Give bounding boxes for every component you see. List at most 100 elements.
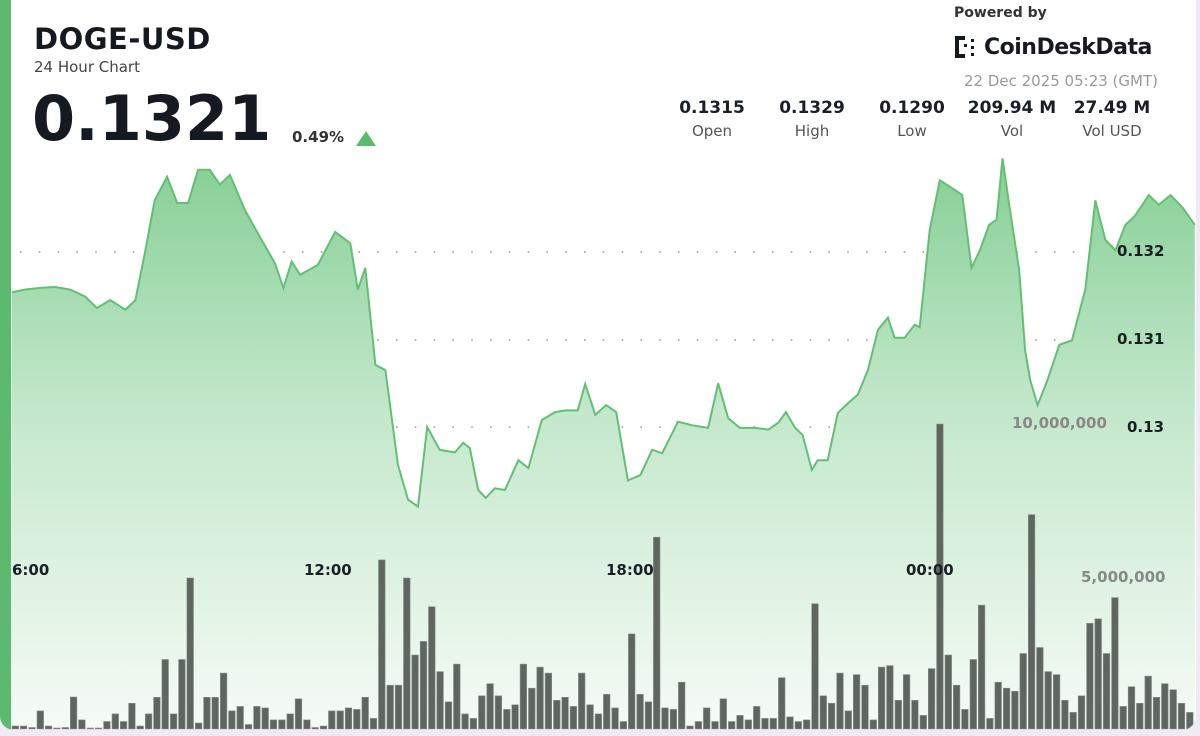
volume-bar [344, 707, 353, 730]
stat-label: Open [691, 122, 733, 140]
stat-vol-usd: 27.49 M Vol USD [1062, 98, 1162, 140]
volume-bar [803, 719, 811, 730]
volume-bar [261, 707, 269, 730]
volume-bar [328, 710, 336, 730]
volume-bar [686, 725, 694, 730]
volume-bar [703, 707, 711, 730]
volume-bar [253, 706, 261, 730]
volume-bar [11, 725, 19, 730]
volume-bar [195, 722, 203, 730]
volume-bar [969, 659, 977, 730]
volume-bar [444, 701, 453, 730]
price-tick-label: 0.13 [1127, 418, 1165, 436]
volume-bar [36, 710, 44, 730]
volume-bar [919, 715, 927, 730]
volume-bar [1061, 699, 1069, 730]
volume-bar [353, 709, 361, 730]
volume-bar [78, 719, 86, 730]
volume-bar [203, 696, 211, 730]
stat-label: Vol USD [1082, 122, 1142, 140]
volume-bar [1169, 689, 1177, 730]
volume-bar [886, 665, 894, 730]
stat-value: 0.1329 [779, 98, 845, 118]
volume-bar [478, 695, 486, 730]
volume-bar [1152, 696, 1161, 730]
volume-bar [1186, 712, 1194, 730]
volume-bar [1069, 712, 1077, 730]
volume-bar [961, 709, 969, 730]
volume-bar [1086, 622, 1094, 730]
stat-label: Low [897, 122, 927, 140]
volume-bar [236, 706, 244, 730]
volume-bar [220, 672, 228, 730]
volume-bar [636, 693, 644, 730]
volume-bar [1119, 706, 1127, 730]
powered-by: Powered by [954, 5, 1047, 21]
volume-bar [653, 536, 661, 730]
time-tick-label: 18:00 [606, 561, 654, 579]
volume-bar [844, 710, 852, 730]
volume-bar [819, 695, 827, 730]
volume-bar [569, 706, 577, 730]
volume-bar [778, 677, 786, 730]
volume-bar [44, 725, 53, 730]
volume-bar [28, 727, 36, 730]
volume-bar [53, 727, 61, 730]
volume-bar [1019, 653, 1027, 730]
volume-bar [894, 699, 902, 730]
volume-bar [369, 718, 378, 730]
volume-bar [1028, 514, 1036, 730]
volume-bar [986, 718, 994, 730]
volume-bar [669, 709, 677, 730]
volume-bar [145, 713, 153, 730]
volume-bar [794, 721, 802, 730]
current-price: 0.1321 [32, 82, 272, 155]
volume-bar [711, 721, 719, 730]
volume-bar [786, 716, 794, 730]
volume-bar [1011, 690, 1019, 730]
volume-tick-label: 10,000,000 [1012, 414, 1107, 432]
volume-bar [1111, 597, 1119, 730]
volume-bar [1144, 675, 1152, 730]
volume-bar [936, 423, 944, 730]
coindesk-logo: CoinDeskData [953, 34, 1152, 60]
volume-bar [952, 684, 961, 730]
volume-bar [70, 696, 78, 730]
volume-bar [694, 721, 702, 730]
volume-bar [1053, 674, 1061, 730]
volume-bar [728, 721, 736, 730]
volume-bar [586, 704, 594, 730]
volume-bar [228, 710, 236, 730]
volume-bar [544, 672, 552, 730]
volume-bar [994, 681, 1002, 730]
symbol-title: DOGE-USD [34, 22, 211, 56]
timestamp: 22 Dec 2025 05:23 (GMT) [963, 72, 1158, 90]
volume-bar [594, 713, 602, 730]
price-tick-label: 0.132 [1117, 242, 1165, 260]
volume-bar [428, 606, 436, 730]
stat-value: 0.1290 [879, 98, 945, 118]
volume-bar [753, 706, 761, 730]
volume-bar [319, 725, 328, 730]
volume-bar [911, 699, 919, 730]
volume-bar [1094, 618, 1102, 730]
volume-bar [528, 687, 536, 730]
price-tick-label: 0.131 [1117, 330, 1165, 348]
volume-bar [95, 727, 103, 730]
volume-bar [519, 663, 527, 730]
logo-text: CoinDeskData [984, 34, 1152, 60]
volume-bar [1044, 671, 1052, 730]
volume-bar [103, 721, 111, 730]
volume-bar [336, 710, 344, 730]
stat-high: 0.1329 High [762, 98, 862, 140]
volume-bar [603, 693, 611, 730]
volume-bar [361, 696, 369, 730]
volume-bar [719, 698, 727, 730]
volume-bar [927, 668, 936, 730]
volume-bar [1002, 687, 1011, 730]
volume-bar [553, 699, 561, 730]
volume-tick-label: 5,000,000 [1081, 568, 1166, 586]
volume-bar [861, 684, 869, 730]
volume-bar [161, 659, 169, 730]
